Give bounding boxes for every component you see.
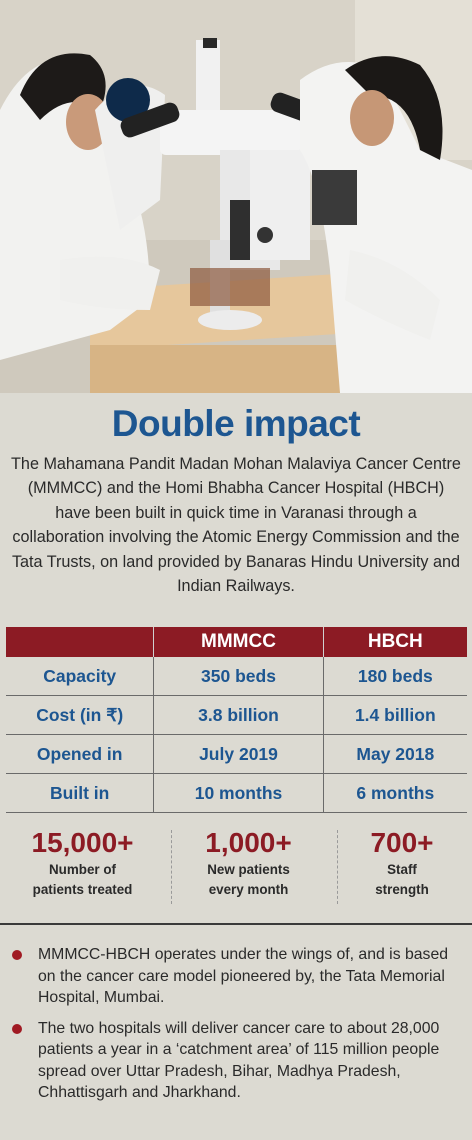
table-header-cell xyxy=(6,627,153,657)
stat-new-patients: 1,000+ New patients every month xyxy=(176,826,321,900)
list-item: The two hospitals will deliver cancer ca… xyxy=(12,1018,462,1104)
list-item: MMMCC-HBCH operates under the wings of, … xyxy=(12,944,462,1009)
table-cell: 3.8 billion xyxy=(153,696,322,734)
table-row: Capacity 350 beds 180 beds xyxy=(6,657,467,696)
table-header: MMMCC HBCH xyxy=(6,627,467,657)
page-title: Double impact xyxy=(111,403,361,444)
intro-paragraph: The Mahamana Pandit Madan Mohan Malaviya… xyxy=(11,455,461,596)
table-cell: 180 beds xyxy=(322,657,467,695)
table-row: Cost (in ₹) 3.8 billion 1.4 billion xyxy=(6,696,467,735)
section-divider xyxy=(0,923,472,925)
stat-caption: strength xyxy=(375,882,429,897)
table-cell: May 2018 xyxy=(322,735,467,773)
stat-number: 700+ xyxy=(370,827,434,858)
row-label: Opened in xyxy=(36,743,123,764)
hero-photo xyxy=(0,0,472,393)
stat-caption: New patients xyxy=(207,862,290,877)
row-label: Cost (in ₹) xyxy=(36,704,124,725)
stat-number: 1,000+ xyxy=(205,827,292,858)
bullet-list: MMMCC-HBCH operates under the wings of, … xyxy=(12,944,462,1113)
table-cell: 10 months xyxy=(153,774,322,812)
stat-patients-treated: 15,000+ Number of patients treated xyxy=(10,826,155,900)
stat-caption: every month xyxy=(208,882,289,897)
stat-caption: Staff xyxy=(387,862,417,877)
comparison-table: MMMCC HBCH Capacity 350 beds 180 beds Co… xyxy=(6,627,467,813)
bullet-dot-icon xyxy=(12,1023,22,1034)
stat-caption: patients treated xyxy=(32,882,133,897)
table-row: Opened in July 2019 May 2018 xyxy=(6,735,467,774)
table-header-cell: MMMCC xyxy=(153,627,322,657)
table-header-cell: HBCH xyxy=(322,627,467,657)
bullet-dot-icon xyxy=(12,950,22,960)
table-cell: July 2019 xyxy=(153,735,322,773)
row-label: Built in xyxy=(50,782,110,803)
table-cell: 1.4 billion xyxy=(322,696,467,734)
stat-number: 15,000+ xyxy=(31,827,134,858)
row-label: Capacity xyxy=(43,665,117,686)
stat-staff-strength: 700+ Staff strength xyxy=(337,826,467,900)
bullet-text: The two hospitals will deliver cancer ca… xyxy=(38,1019,440,1102)
bullet-text: MMMCC-HBCH operates under the wings of, … xyxy=(38,946,449,1006)
divider xyxy=(171,830,172,904)
table-cell: 350 beds xyxy=(153,657,322,695)
stats-strip: 15,000+ Number of patients treated 1,000… xyxy=(0,826,472,908)
table-cell: 6 months xyxy=(322,774,467,812)
divider xyxy=(337,830,338,904)
table-row: Built in 10 months 6 months xyxy=(6,774,467,813)
stat-caption: Number of xyxy=(49,862,116,877)
